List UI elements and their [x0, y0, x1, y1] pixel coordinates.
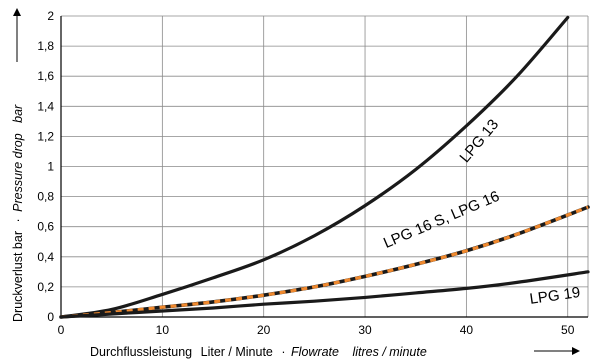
y-tick-label-3: 0,6 [37, 220, 54, 234]
series-line-0 [59, 15, 570, 319]
series-line-2 [59, 270, 590, 319]
x-axis-label: Durchflussleistung Liter / Minute · Flow… [90, 345, 427, 359]
y-tick-label-10: 2 [47, 9, 54, 23]
series-lines [59, 15, 590, 319]
series-line-1-dashes [60, 205, 589, 319]
y-tick-label-5: 1 [47, 160, 54, 174]
curve-label-1: LPG 16 S, LPG 16 [381, 188, 502, 252]
axes [60, 16, 588, 318]
y-tick-label-1: 0,2 [37, 280, 54, 294]
y-tick-label-6: 1,2 [37, 129, 54, 143]
x-tick-label-1: 10 [156, 323, 170, 337]
y-tick-label-2: 0,4 [37, 250, 54, 264]
curve-label-2: LPG 19 [529, 284, 582, 308]
y-tick-label-4: 0,8 [37, 190, 54, 204]
y-tick-labels: 0 0,2 0,4 0,6 0,8 1 1,2 1,4 1,6 1,8 2 [37, 9, 54, 324]
x-tick-label-4: 40 [460, 323, 474, 337]
y-tick-label-7: 1,4 [37, 99, 54, 113]
grid-lines [60, 15, 589, 318]
curve-labels: LPG 13 LPG 16 S, LPG 16 LPG 19 [381, 116, 581, 308]
curve-label-0: LPG 13 [456, 116, 502, 166]
x-tick-label-5: 50 [561, 323, 575, 337]
x-tick-label-3: 30 [358, 323, 372, 337]
x-tick-label-2: 20 [257, 323, 271, 337]
y-tick-label-8: 1,6 [37, 69, 54, 83]
x-tick-label-0: 0 [58, 323, 65, 337]
x-tick-labels: 0 10 20 30 40 50 [58, 323, 575, 337]
y-tick-label-0: 0 [47, 310, 54, 324]
y-tick-label-9: 1,8 [37, 39, 54, 53]
y-axis-label: Druckverlust bar · Pressure drop bar [11, 104, 25, 322]
